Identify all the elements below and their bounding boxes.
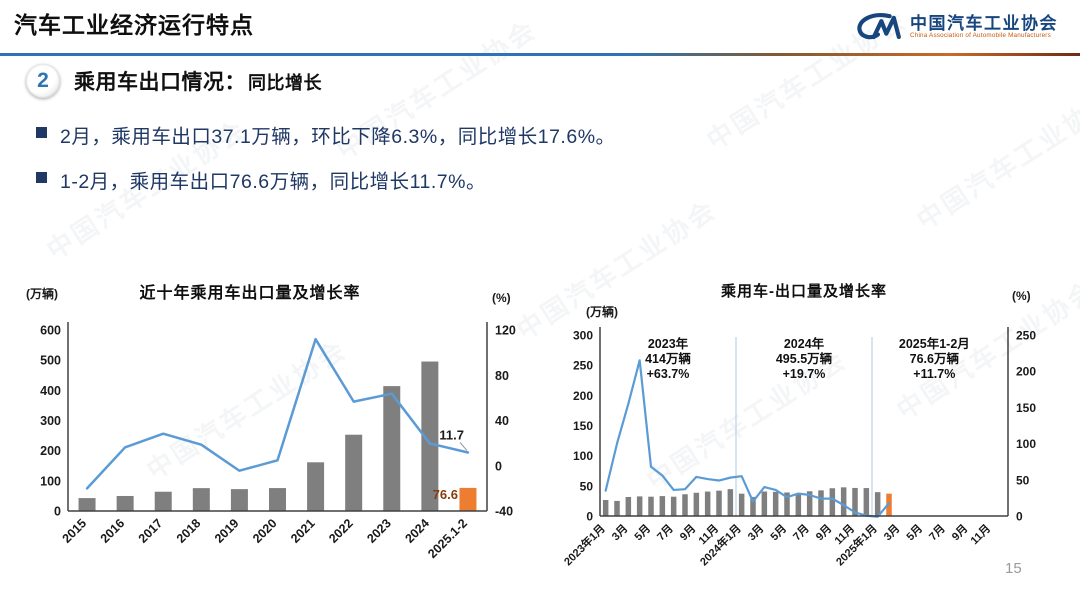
svg-text:+19.7%: +19.7% [783, 367, 826, 381]
watermark: 中国汽车工业协会 [911, 83, 1080, 236]
svg-text:2024年: 2024年 [784, 336, 825, 351]
bullet-square-icon [36, 172, 47, 183]
svg-text:2023年: 2023年 [648, 336, 689, 351]
svg-text:150: 150 [573, 419, 593, 433]
svg-text:7月: 7月 [654, 522, 675, 543]
svg-text:2025.1-2: 2025.1-2 [425, 516, 470, 561]
svg-text:76.6: 76.6 [433, 487, 458, 502]
bullet-item: 1-2月，乘用车出口76.6万辆，同比增长11.7%。 [36, 165, 616, 194]
section-number-badge: 2 [26, 64, 60, 98]
svg-text:9月: 9月 [949, 522, 970, 543]
svg-text:2024: 2024 [402, 516, 432, 546]
svg-text:100: 100 [40, 474, 61, 488]
bullet-square-icon [36, 127, 47, 138]
svg-text:200: 200 [573, 389, 593, 403]
svg-text:0: 0 [586, 510, 593, 524]
caam-logo: 中国汽车工业协会 China Association of Automobile… [853, 8, 1058, 46]
svg-text:2017: 2017 [136, 516, 166, 546]
logo-name-en: China Association of Automobile Manufact… [910, 32, 1051, 40]
svg-text:300: 300 [40, 414, 61, 428]
svg-text:(万辆): (万辆) [26, 286, 58, 301]
svg-text:7月: 7月 [926, 522, 947, 543]
svg-text:100: 100 [1016, 437, 1036, 451]
svg-text:150: 150 [1016, 401, 1036, 415]
section-title-main: 乘用车出口情况： [74, 71, 246, 94]
svg-text:3月: 3月 [609, 522, 630, 543]
svg-text:乘用车-出口量及增长率: 乘用车-出口量及增长率 [720, 282, 887, 300]
svg-text:200: 200 [40, 444, 61, 458]
svg-text:7月: 7月 [790, 522, 811, 543]
svg-text:(%): (%) [1012, 289, 1031, 303]
svg-text:50: 50 [580, 479, 594, 493]
svg-text:600: 600 [40, 324, 61, 338]
header-divider [0, 53, 1080, 56]
svg-text:120: 120 [495, 324, 516, 338]
caam-logo-icon [857, 13, 901, 40]
svg-text:5月: 5月 [632, 522, 653, 543]
svg-text:300: 300 [573, 329, 593, 343]
svg-text:5月: 5月 [904, 522, 925, 543]
chart-exports-decade: 0 100 200 300 400 500 600 -40 0 40 80 120 2015 2016 20… [26, 283, 516, 561]
svg-text:0: 0 [54, 505, 61, 519]
svg-text:3月: 3月 [745, 522, 766, 543]
bullet-item: 2月，乘用车出口37.1万辆，环比下降6.3%，同比增长17.6%。 [36, 120, 616, 149]
page-title: 汽车工业经济运行特点 [14, 12, 254, 38]
svg-text:2016: 2016 [98, 516, 128, 546]
section-title: 乘用车出口情况： 同比增长 [74, 66, 322, 96]
caam-logo-text: 中国汽车工业协会 China Association of Automobile… [910, 13, 1058, 40]
svg-text:0: 0 [1016, 510, 1023, 524]
bullet-text: 1-2月，乘用车出口76.6万辆，同比增长11.7%。 [60, 171, 486, 193]
section-title-sub: 同比增长 [248, 73, 322, 93]
svg-text:+63.7%: +63.7% [647, 367, 690, 381]
svg-text:近十年乘用车出口量及增长率: 近十年乘用车出口量及增长率 [139, 283, 360, 302]
svg-text:250: 250 [1016, 329, 1036, 343]
svg-text:2021: 2021 [288, 516, 318, 546]
svg-text:2022: 2022 [326, 516, 356, 546]
svg-text:3月: 3月 [881, 522, 902, 543]
svg-text:400: 400 [40, 384, 61, 398]
svg-text:50: 50 [1016, 473, 1030, 487]
svg-text:80: 80 [495, 369, 509, 383]
svg-text:2020: 2020 [250, 516, 280, 546]
bullet-text: 2月，乘用车出口37.1万辆，环比下降6.3%，同比增长17.6%。 [60, 126, 616, 148]
svg-text:-40: -40 [495, 505, 513, 519]
svg-text:414万辆: 414万辆 [645, 351, 691, 366]
svg-text:11月: 11月 [968, 522, 993, 547]
svg-text:9月: 9月 [813, 522, 834, 543]
section-heading: 2 乘用车出口情况： 同比增长 [26, 64, 322, 98]
svg-text:495.5万辆: 495.5万辆 [776, 351, 833, 366]
svg-text:2023年1月: 2023年1月 [561, 521, 608, 568]
svg-text:(%): (%) [492, 291, 511, 305]
svg-text:500: 500 [40, 354, 61, 368]
svg-text:(万辆): (万辆) [586, 304, 618, 319]
svg-text:2015: 2015 [60, 516, 90, 546]
svg-text:+11.7%: +11.7% [913, 367, 955, 381]
svg-text:2023: 2023 [364, 516, 394, 546]
svg-text:2025年1-2月: 2025年1-2月 [899, 336, 970, 351]
svg-text:5月: 5月 [768, 522, 789, 543]
svg-text:11.7: 11.7 [439, 428, 464, 443]
svg-text:40: 40 [495, 414, 509, 428]
svg-text:2019: 2019 [212, 516, 242, 546]
svg-text:100: 100 [573, 449, 593, 463]
svg-text:2018: 2018 [174, 516, 204, 546]
svg-text:76.6万辆: 76.6万辆 [910, 351, 960, 366]
chart-exports-monthly: 0 50 100 150 200 250 300 0 50 100 150 200 250 2023年1月… [561, 282, 1037, 568]
svg-text:9月: 9月 [677, 522, 698, 543]
svg-text:250: 250 [573, 359, 593, 373]
svg-text:0: 0 [495, 459, 502, 473]
page-number: 15 [1005, 560, 1022, 577]
bullet-list: 2月，乘用车出口37.1万辆，环比下降6.3%，同比增长17.6%。 1-2月，… [36, 120, 616, 210]
svg-text:200: 200 [1016, 365, 1036, 379]
logo-name-cn: 中国汽车工业协会 [910, 13, 1058, 33]
